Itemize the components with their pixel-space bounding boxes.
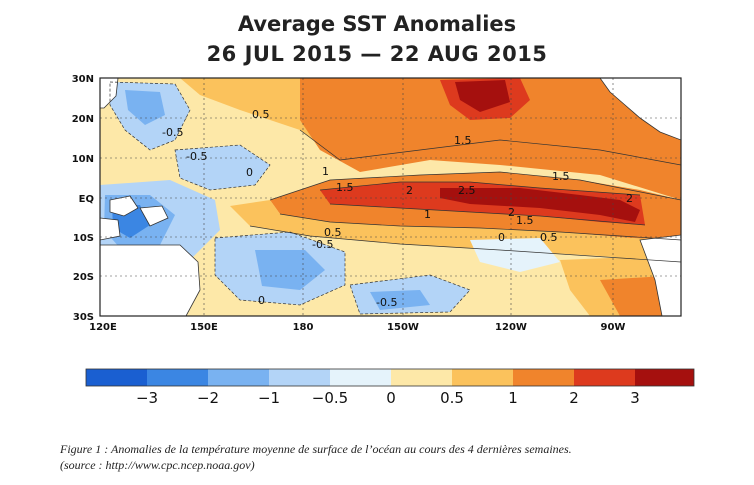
- colorbar-label: −3: [136, 389, 158, 407]
- colorbar-label: 0: [386, 389, 396, 407]
- contour-label: 1.5: [454, 134, 472, 147]
- colorbar-label: 1: [508, 389, 518, 407]
- latitude-labels: 30N 20N 10N EQ 10S 20S 30S: [72, 74, 94, 323]
- colorbar-swatch: [574, 369, 635, 386]
- contour-label: 0: [246, 166, 253, 179]
- colorbar-label: 0.5: [440, 389, 464, 407]
- lat-label: 30N: [72, 74, 94, 85]
- contour-label: -0.5: [376, 296, 397, 309]
- contour-label: 2: [626, 192, 633, 205]
- map-date-range: 26 JUL 2015 — 22 AUG 2015: [206, 42, 548, 66]
- colorbar-swatch: [147, 369, 208, 386]
- lon-label: 120E: [89, 322, 117, 333]
- colorbar-swatch: [452, 369, 513, 386]
- anomaly-field: [100, 78, 681, 316]
- lon-label: 90W: [601, 322, 626, 333]
- map-title: Average SST Anomalies: [237, 12, 517, 36]
- contour-label: 1.5: [552, 170, 570, 183]
- colorbar-label: −2: [197, 389, 219, 407]
- contour-label: 0: [258, 294, 265, 307]
- colorbar-swatch: [391, 369, 452, 386]
- colorbar-swatch: [513, 369, 574, 386]
- contour-label: 2: [508, 206, 515, 219]
- map-frame: [99, 77, 682, 317]
- lon-label: 180: [293, 322, 314, 333]
- colorbar-swatch: [330, 369, 391, 386]
- contour-label: 0.5: [252, 108, 270, 121]
- colorbar-swatch: [269, 369, 330, 386]
- contour-label: 1: [424, 208, 431, 221]
- contour-label: 0.5: [324, 226, 342, 239]
- colorbar-label: −1: [258, 389, 280, 407]
- lat-label: 10N: [72, 154, 94, 165]
- contour-label: 2.5: [458, 184, 476, 197]
- colorbar-swatch: [86, 369, 147, 386]
- colorbar-swatch: [208, 369, 269, 386]
- contour-label: 0.5: [540, 231, 558, 244]
- figure-caption: Figure 1 : Anomalies de la température m…: [60, 442, 572, 456]
- colorbar-label: −0.5: [312, 389, 348, 407]
- contour-label: -0.5: [162, 126, 183, 139]
- contour-labels: 0.5 -0.5 -0.5 1.5 1 1.5 2 2.5 1 2 1.5 1.…: [162, 108, 633, 309]
- lon-label: 150W: [387, 322, 419, 333]
- lat-label: 20N: [72, 114, 94, 125]
- contour-label: 0: [498, 231, 505, 244]
- contour-label: 1.5: [336, 181, 354, 194]
- contour-label: -0.5: [312, 238, 333, 251]
- lat-label: 30S: [73, 312, 94, 323]
- colorbar-swatch: [635, 369, 694, 386]
- lat-label: EQ: [79, 194, 94, 205]
- colorbar-label: 3: [630, 389, 640, 407]
- lon-label: 150E: [190, 322, 218, 333]
- colorbar-label: 2: [569, 389, 579, 407]
- longitude-labels: 120E 150E 180 150W 120W 90W: [89, 322, 625, 333]
- contour-label: -0.5: [186, 150, 207, 163]
- map-gridlines: [100, 78, 681, 316]
- contour-label: 1: [322, 165, 329, 178]
- lat-label: 10S: [73, 233, 94, 244]
- contour-label: 2: [406, 184, 413, 197]
- figure-source: (source : http://www.cpc.ncep.noaa.gov): [60, 458, 255, 472]
- lat-label: 20S: [73, 272, 94, 283]
- colorbar: −3 −2 −1 −0.5 0 0.5 1 2 3: [85, 368, 695, 407]
- contour-label: 1.5: [516, 214, 534, 227]
- lon-label: 120W: [495, 322, 527, 333]
